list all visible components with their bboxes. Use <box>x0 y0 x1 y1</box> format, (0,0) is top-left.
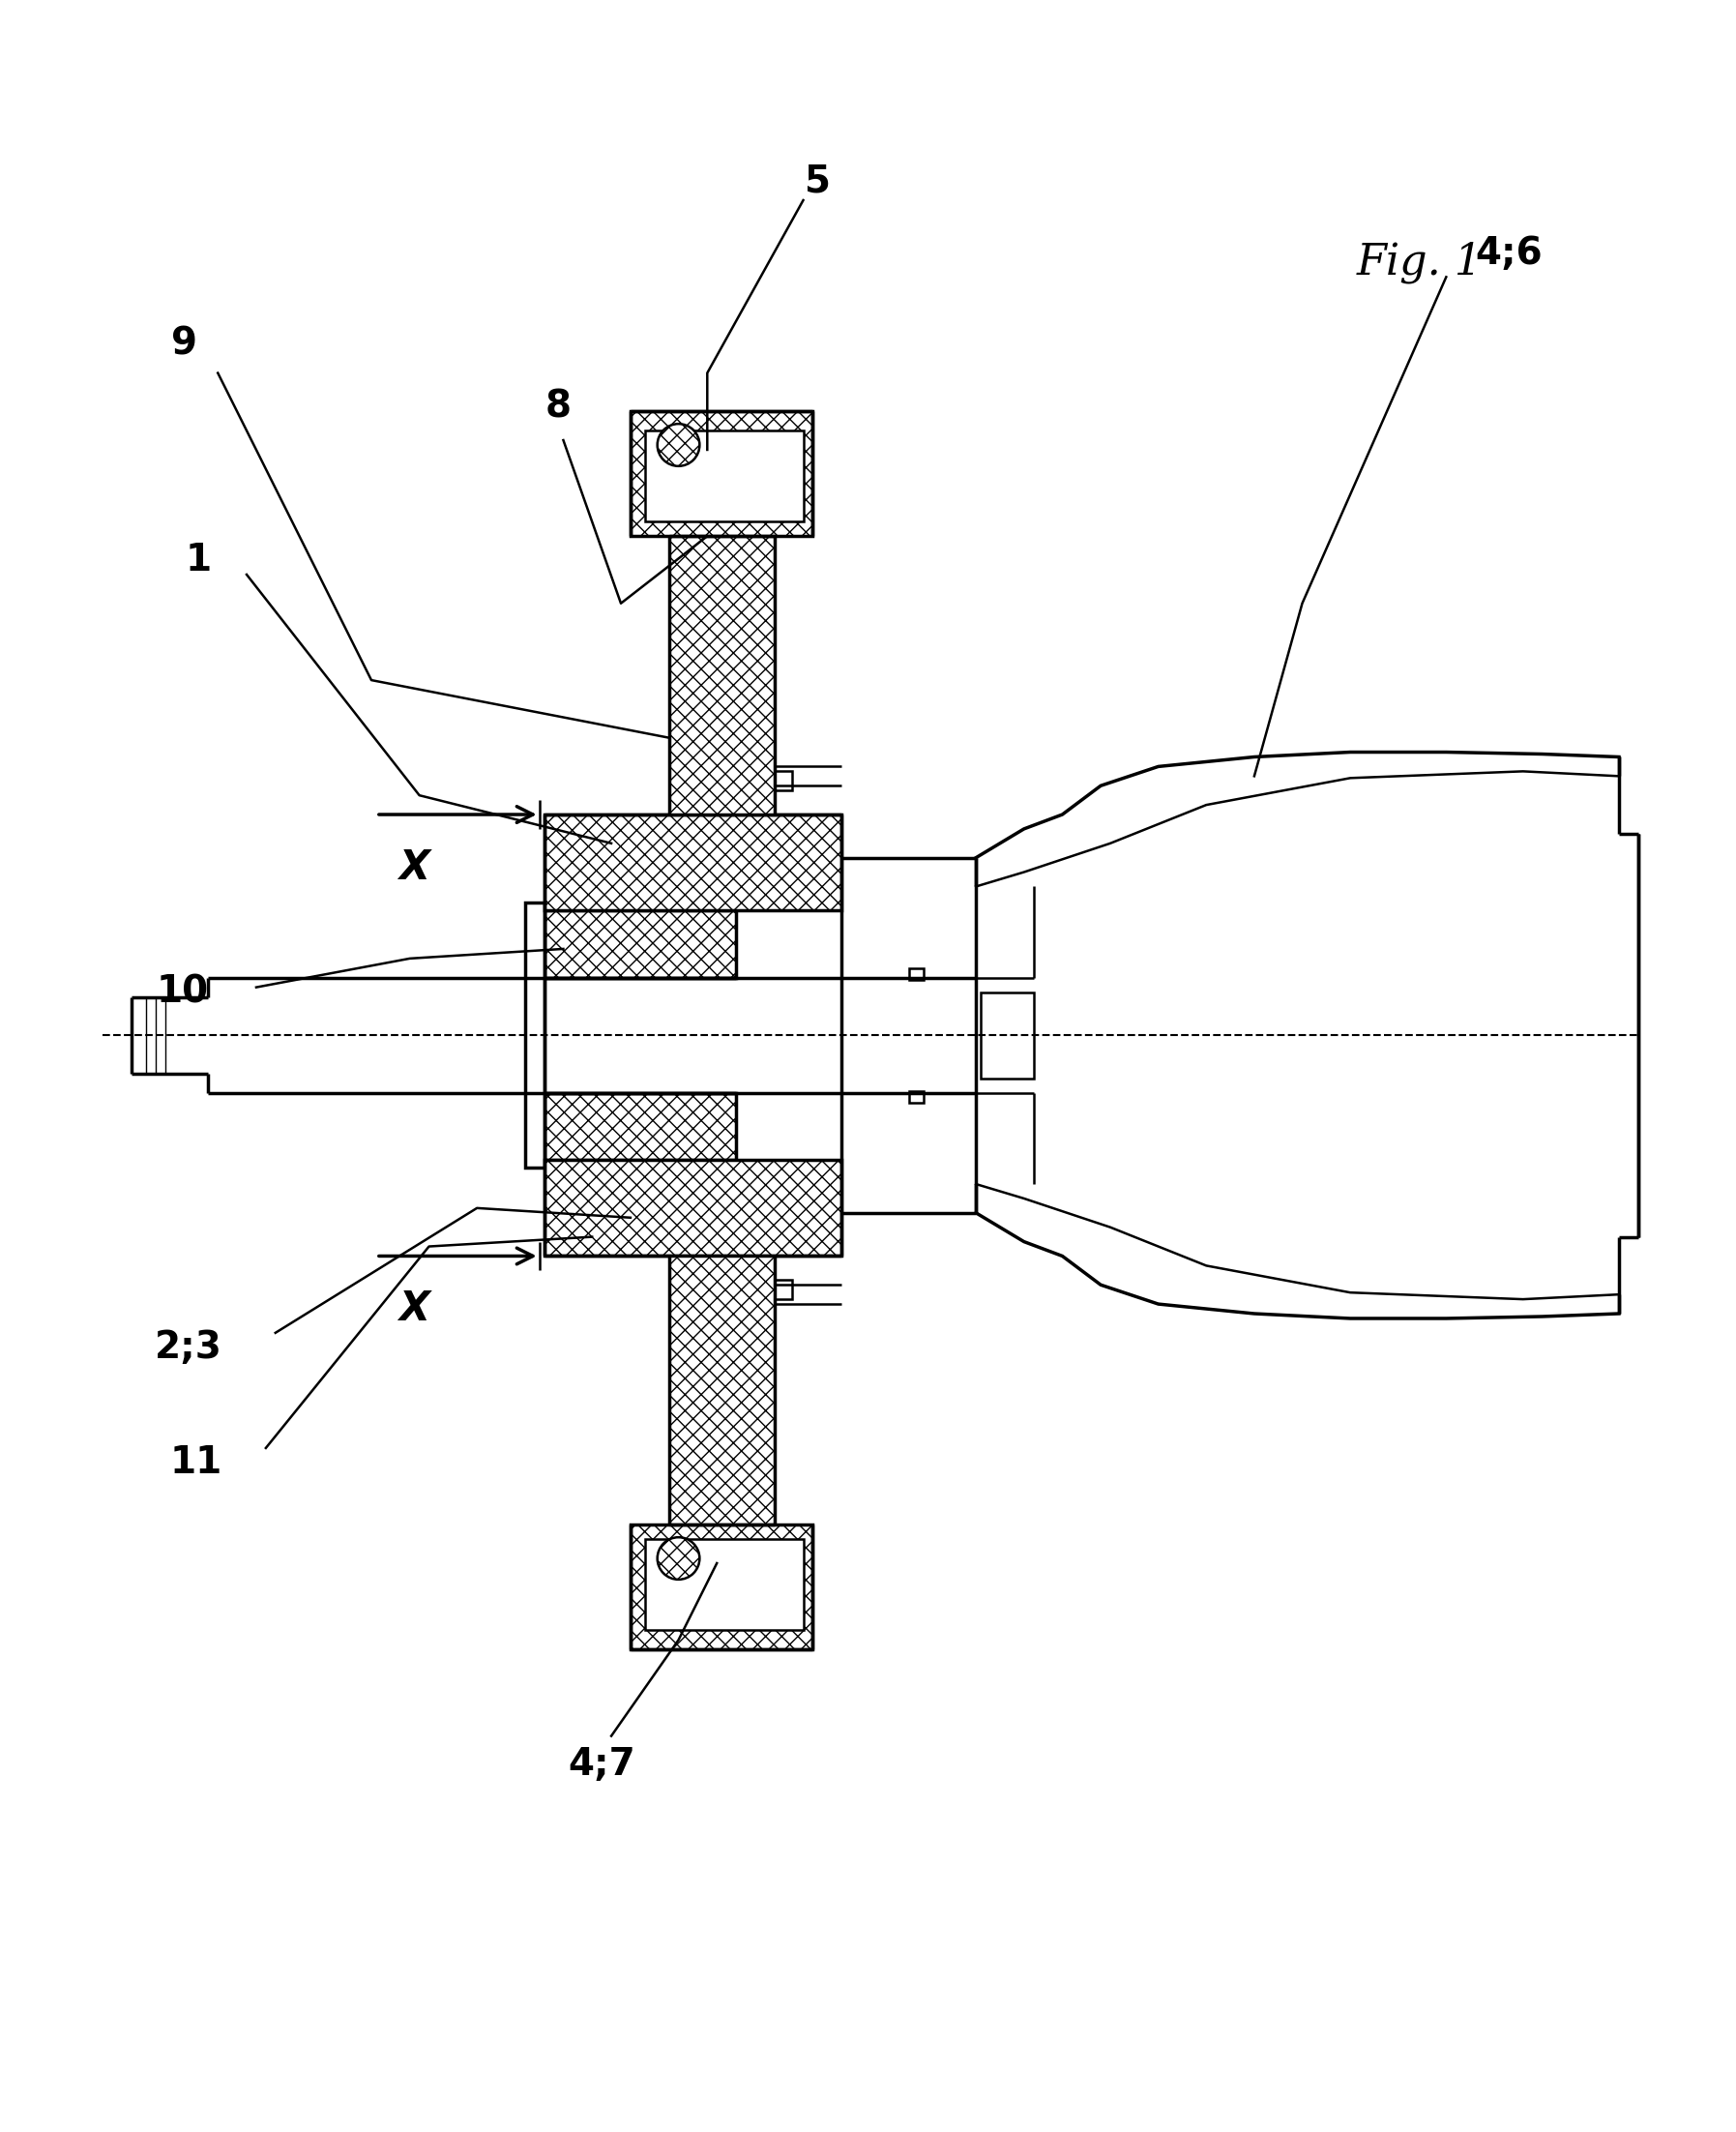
Bar <box>524 902 543 1168</box>
Bar <box>543 814 842 910</box>
Bar <box>908 1092 924 1102</box>
Text: 4;6: 4;6 <box>1476 235 1542 271</box>
Text: X: X <box>399 846 431 887</box>
Text: 2;3: 2;3 <box>155 1328 222 1367</box>
Bar <box>630 411 812 535</box>
Bar <box>644 431 804 522</box>
Bar <box>774 1279 792 1298</box>
Circle shape <box>658 1537 700 1580</box>
Text: X: X <box>399 1288 431 1328</box>
Circle shape <box>658 424 700 467</box>
Text: 4;7: 4;7 <box>568 1746 635 1782</box>
Text: 5: 5 <box>804 162 830 200</box>
Text: 11: 11 <box>170 1443 222 1482</box>
Text: 8: 8 <box>545 388 571 424</box>
Bar <box>543 910 736 979</box>
Bar <box>543 1160 842 1256</box>
Bar <box>644 1539 804 1631</box>
Bar <box>668 535 774 814</box>
Text: Fig. 1: Fig. 1 <box>1356 241 1483 284</box>
Bar <box>668 1256 774 1524</box>
Bar <box>630 1524 812 1650</box>
Text: 9: 9 <box>172 326 198 362</box>
Text: 10: 10 <box>156 974 208 1011</box>
Text: 1: 1 <box>186 542 212 578</box>
Bar <box>543 1094 736 1160</box>
Bar <box>981 991 1033 1079</box>
Bar <box>774 772 792 791</box>
Bar <box>908 968 924 979</box>
